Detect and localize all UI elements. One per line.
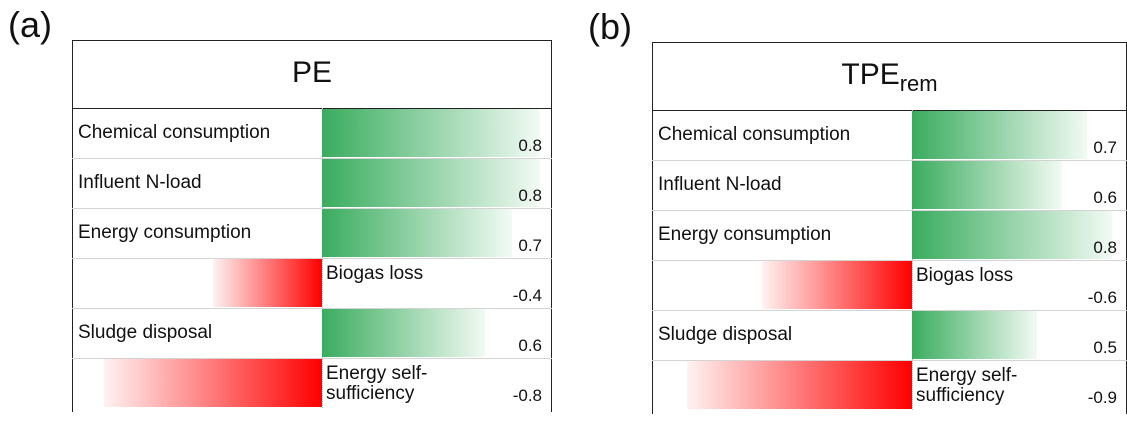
title-subscript: rem (899, 71, 938, 96)
category-label: Energy consumption (78, 222, 252, 243)
value-label: 0.8 (518, 136, 542, 155)
bar (322, 109, 540, 157)
row-line (652, 210, 1127, 211)
category-label: Chemical consumption (78, 122, 271, 143)
row-line (72, 258, 552, 259)
category-label: Influent N-load (658, 174, 782, 195)
value-label: 0.8 (1093, 238, 1117, 257)
bar (322, 309, 486, 357)
bar (322, 159, 540, 207)
title-text: TPE (841, 58, 900, 91)
bar (322, 209, 513, 257)
row-line (652, 160, 1127, 161)
value-label: 0.5 (1093, 338, 1117, 357)
category-label: Chemical consumption (658, 124, 851, 145)
value-label: -0.4 (512, 286, 542, 305)
row-line (72, 158, 552, 159)
value-label: 0.7 (518, 236, 542, 255)
value-label: 0.8 (518, 186, 542, 205)
bar (104, 359, 322, 407)
value-label: -0.6 (1087, 288, 1117, 307)
value-label: -0.9 (1087, 388, 1117, 407)
category-label: Sludge disposal (658, 324, 793, 345)
bar (912, 211, 1112, 259)
category-label: Energy self-sufficiency (326, 363, 428, 404)
bar (912, 311, 1037, 359)
row-line (72, 308, 552, 309)
value-label: 0.6 (518, 336, 542, 355)
row-line (72, 208, 552, 209)
category-label: Influent N-load (78, 172, 202, 193)
category-label: Energy self-sufficiency (916, 365, 1018, 406)
row-line (72, 358, 552, 359)
value-label: 0.6 (1093, 188, 1117, 207)
bar (912, 161, 1062, 209)
row-line (652, 260, 1127, 261)
row-line (652, 310, 1127, 311)
frame (72, 40, 552, 412)
bar (213, 259, 322, 307)
panel-label: (a) (8, 4, 52, 45)
chart-title: PE (72, 56, 552, 90)
category-label: Biogas loss (326, 263, 424, 284)
chart-title: TPErem (652, 58, 1127, 97)
bar (687, 361, 912, 409)
category-label: Biogas loss (916, 265, 1014, 286)
header-line (652, 110, 1127, 111)
row-line (652, 360, 1127, 361)
header-line (72, 108, 552, 109)
category-label: Sludge disposal (78, 322, 213, 343)
value-label: 0.7 (1093, 138, 1117, 157)
value-label: -0.8 (512, 386, 542, 405)
bar (762, 261, 912, 309)
panel-label: (b) (588, 6, 632, 47)
category-label: Energy consumption (658, 224, 832, 245)
title-text: PE (291, 56, 333, 89)
bar (912, 111, 1087, 159)
